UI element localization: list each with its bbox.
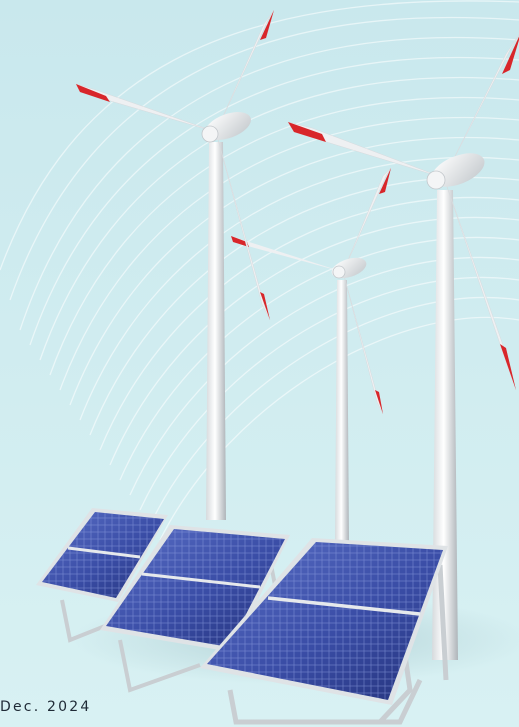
wind-turbine-middle <box>231 167 392 545</box>
date-caption: Dec. 2024 <box>0 699 92 715</box>
solar-panel-1 <box>36 508 168 643</box>
wind-turbine-right <box>287 34 519 660</box>
wind-turbine-left <box>75 9 275 520</box>
solar-panel-3 <box>200 538 449 725</box>
